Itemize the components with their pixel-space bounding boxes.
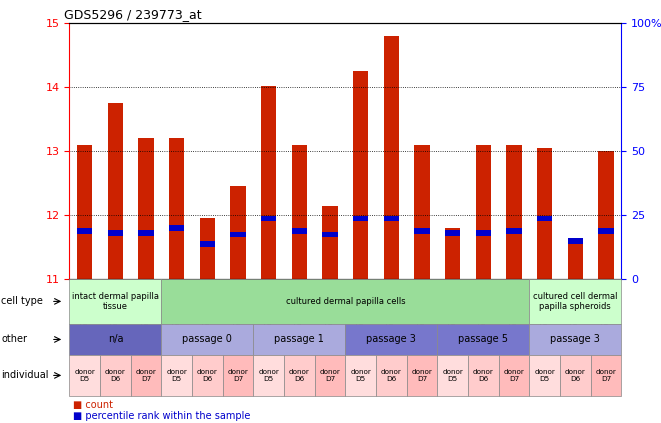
Bar [445,230,460,236]
Bar [476,145,491,279]
Bar [414,228,430,234]
Bar [476,230,491,236]
Text: donor
D7: donor D7 [320,369,340,382]
Text: donor
D7: donor D7 [136,369,157,382]
Bar [506,228,522,234]
Bar [231,231,246,237]
Text: cultured dermal papilla cells: cultured dermal papilla cells [286,297,405,306]
Text: donor
D5: donor D5 [442,369,463,382]
Bar [414,145,430,279]
Text: donor
D6: donor D6 [105,369,126,382]
Bar [506,145,522,279]
Bar [537,148,553,279]
Text: donor
D5: donor D5 [258,369,279,382]
Text: passage 3: passage 3 [551,335,600,344]
Text: individual: individual [1,371,49,380]
Text: donor
D7: donor D7 [412,369,432,382]
Bar [568,238,583,244]
Text: donor
D7: donor D7 [596,369,617,382]
Bar [445,228,460,279]
Text: donor
D6: donor D6 [197,369,218,382]
Text: donor
D6: donor D6 [565,369,586,382]
Text: passage 3: passage 3 [366,335,416,344]
Bar [292,228,307,234]
Bar [568,238,583,279]
Bar [537,216,553,221]
Bar [383,36,399,279]
Bar [77,228,93,234]
Bar [598,151,613,279]
Text: passage 5: passage 5 [458,335,508,344]
Bar [383,216,399,221]
Bar [138,230,154,236]
Text: donor
D7: donor D7 [504,369,524,382]
Bar [353,216,368,221]
Bar [169,138,184,279]
Bar [200,241,215,247]
Text: donor
D6: donor D6 [289,369,310,382]
Bar [169,225,184,231]
Text: ■ count: ■ count [73,400,113,410]
Bar [108,230,123,236]
Text: donor
D5: donor D5 [350,369,371,382]
Text: ■ percentile rank within the sample: ■ percentile rank within the sample [73,411,250,421]
Bar [77,145,93,279]
Text: other: other [1,335,27,344]
Text: cell type: cell type [1,297,43,306]
Text: donor
D7: donor D7 [227,369,249,382]
Bar [323,231,338,237]
Bar [598,228,613,234]
Bar [323,206,338,279]
Text: donor
D6: donor D6 [473,369,494,382]
Text: cultured cell dermal
papilla spheroids: cultured cell dermal papilla spheroids [533,292,617,311]
Text: passage 1: passage 1 [274,335,325,344]
Bar [353,71,368,279]
Text: GDS5296 / 239773_at: GDS5296 / 239773_at [64,8,202,21]
Text: intact dermal papilla
tissue: intact dermal papilla tissue [72,292,159,311]
Text: donor
D5: donor D5 [534,369,555,382]
Bar [231,187,246,279]
Text: donor
D6: donor D6 [381,369,402,382]
Bar [108,103,123,279]
Bar [292,145,307,279]
Text: donor
D5: donor D5 [167,369,187,382]
Text: donor
D5: donor D5 [74,369,95,382]
Bar [261,86,276,279]
Bar [200,218,215,279]
Bar [138,138,154,279]
Bar [261,216,276,221]
Text: n/a: n/a [108,335,123,344]
Text: passage 0: passage 0 [182,335,232,344]
